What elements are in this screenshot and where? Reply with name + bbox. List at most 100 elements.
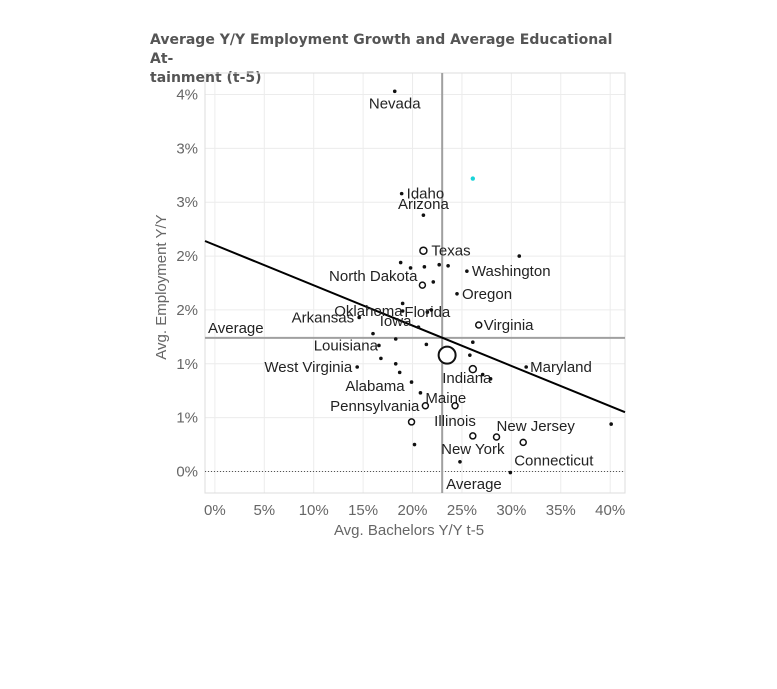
data-point: [469, 432, 477, 440]
data-point: [437, 345, 457, 365]
data-label: Indiana: [442, 370, 492, 387]
data-point: [412, 442, 417, 447]
plot-area: 0% 5% 10% 15% 20% 25% 30% 35% 40% 0% 1% 1% 2% 2% 3% 3% 4…: [153, 72, 626, 539]
data-point: [492, 433, 501, 441]
data-point: [398, 260, 403, 265]
data-point: [379, 356, 383, 361]
data-label: Virginia: [484, 317, 534, 334]
data-label: Maine: [425, 390, 466, 407]
data-point: [508, 470, 513, 475]
y-tick-label: 1%: [176, 356, 198, 373]
data-point: [425, 310, 430, 314]
x-tick-label: 0%: [204, 502, 226, 519]
data-label: Oregon: [462, 286, 512, 303]
data-point: [400, 301, 405, 306]
data-label: Idaho: [407, 186, 445, 203]
data-label: Arkansas: [292, 309, 355, 326]
plot-border: [204, 72, 626, 494]
data-point: [393, 361, 398, 366]
data-label: Connecticut: [514, 452, 594, 469]
data-point: [458, 459, 462, 464]
data-label: Nevada: [369, 95, 421, 112]
data-point: [446, 263, 450, 268]
data-point: [407, 418, 416, 426]
data-point: [393, 337, 398, 341]
data-point: [421, 213, 426, 217]
data-point: [517, 254, 522, 258]
y-tick-label: 2%: [176, 248, 198, 265]
chart-title-line-1: Average Y/Y Employment Growth and Averag…: [150, 32, 613, 67]
data-label: Oklahoma: [334, 303, 403, 320]
highlight-point: [470, 176, 476, 181]
data-point: [392, 89, 397, 94]
data-point: [429, 308, 434, 312]
data-point: [431, 280, 436, 284]
x-axis-title: Avg. Bachelors Y/Y t-5: [334, 522, 484, 539]
data-point: [355, 365, 359, 369]
x-tick-label: 20%: [398, 502, 428, 519]
data-label: Louisiana: [314, 337, 379, 354]
data-point: [419, 246, 428, 255]
data-point: [418, 391, 423, 395]
y-tick-label: 2%: [176, 302, 198, 319]
data-label: Iowa: [380, 313, 412, 330]
y-tick-label: 0%: [176, 463, 198, 480]
data-point: [471, 340, 475, 345]
data-label: Florida: [404, 304, 451, 321]
data-point: [424, 342, 429, 347]
data-label: Pennsylvania: [330, 398, 420, 415]
y-tick-label: 3%: [176, 194, 198, 211]
data-point: [609, 422, 613, 426]
data-label: Alabama: [345, 378, 405, 395]
trend-line: [204, 240, 626, 414]
data-point: [418, 281, 427, 289]
data-point: [465, 269, 469, 273]
data-point: [488, 377, 493, 381]
data-point: [377, 343, 381, 348]
x-tick-label: 40%: [595, 502, 625, 519]
data-point: [422, 265, 427, 269]
data-point: [416, 325, 421, 329]
data-point: [421, 402, 430, 410]
x-tick-label: 35%: [546, 502, 576, 519]
data-point: [468, 364, 478, 374]
data-point: [437, 262, 442, 267]
chart-title-line-2: tainment (t-5): [150, 70, 262, 86]
data-point: [468, 353, 472, 357]
x-tick-label: 15%: [348, 502, 378, 519]
data-point: [371, 331, 375, 336]
y-tick-label: 1%: [176, 410, 198, 427]
data-label: West Virginia: [264, 359, 352, 376]
average-y-label: Average: [208, 320, 264, 337]
data-label: New York: [441, 441, 505, 458]
data-label: New Jersey: [497, 418, 576, 435]
data-point: [397, 370, 402, 375]
data-point: [357, 315, 361, 320]
y-tick-label: 4%: [176, 87, 198, 104]
data-point: [519, 438, 527, 447]
data-point: [400, 309, 405, 313]
data-label: Arizona: [398, 196, 450, 213]
data-point: [409, 380, 414, 384]
data-point: [474, 321, 483, 329]
chart-title: Average Y/Y Employment Growth and Averag…: [150, 31, 630, 88]
x-tick-label: 5%: [253, 502, 275, 519]
data-point: [480, 372, 485, 377]
data-point: [399, 191, 404, 196]
y-axis-title: Avg. Employment Y/Y: [153, 214, 170, 359]
data-label: North Dakota: [329, 268, 418, 285]
data-label: Washington: [472, 263, 551, 280]
x-tick-label: 30%: [496, 502, 526, 519]
data-point: [455, 291, 459, 296]
data-point: [524, 365, 528, 369]
data-label: Texas: [431, 243, 470, 260]
data-point: [451, 402, 459, 410]
data-point: [408, 266, 413, 270]
data-label: Maryland: [530, 359, 592, 376]
y-tick-label: 3%: [176, 140, 198, 157]
data-label: Illinois: [434, 413, 476, 430]
average-x-label: Average: [446, 476, 502, 493]
x-tick-label: 10%: [299, 502, 329, 519]
x-tick-label: 25%: [447, 502, 477, 519]
